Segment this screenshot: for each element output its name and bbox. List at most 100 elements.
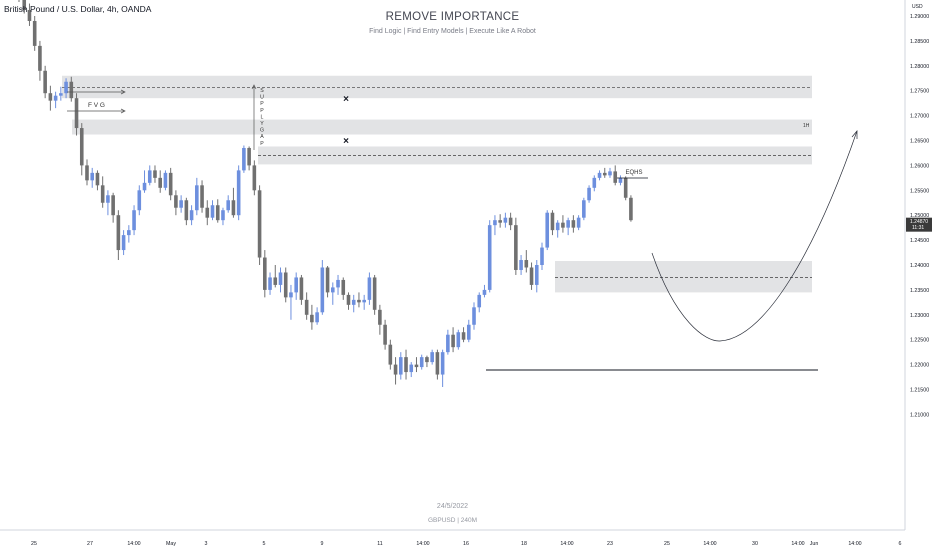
candle-body xyxy=(142,182,147,191)
candle-body xyxy=(53,95,58,101)
price-tick-label: 1.22500 xyxy=(910,338,929,344)
candle-body xyxy=(163,172,168,188)
candle-body xyxy=(519,260,523,270)
candle-body xyxy=(257,190,262,258)
candle-body xyxy=(48,93,53,101)
candle-body xyxy=(116,215,121,251)
candle-body xyxy=(613,171,618,183)
candle-body xyxy=(514,225,518,270)
candle-body xyxy=(477,294,482,308)
candle-body xyxy=(195,185,199,211)
candle-body xyxy=(236,170,241,216)
time-tick-label: 14:00 xyxy=(416,541,429,547)
candle-body xyxy=(69,81,74,99)
price-tick-label: 1.27500 xyxy=(910,89,929,95)
h1-zone xyxy=(72,119,812,135)
time-tick-label: 14:00 xyxy=(703,541,716,547)
price-tick-label: 1.25500 xyxy=(910,188,929,194)
h1-label: 1H xyxy=(803,123,810,129)
candle-body xyxy=(127,230,131,236)
candle-body xyxy=(205,207,210,218)
supply-zone-top xyxy=(62,75,812,99)
last-price-countdown: 11:31 xyxy=(912,225,924,231)
candle-body xyxy=(168,172,173,196)
candle-body xyxy=(336,279,340,288)
candle-body xyxy=(331,287,335,293)
candle-body xyxy=(346,294,351,305)
candle-body xyxy=(74,98,79,129)
eqhs-label: EQHS xyxy=(625,170,642,176)
arrow-head-icon xyxy=(120,89,126,95)
currency-label: USD xyxy=(912,4,923,10)
time-tick-label: 18 xyxy=(521,541,527,547)
candle-body xyxy=(64,81,68,94)
time-tick-label: 3 xyxy=(205,541,208,547)
watermark-date: 24/5/2022 xyxy=(436,503,469,510)
candle-body xyxy=(566,220,570,228)
candle-body xyxy=(111,195,115,216)
candle-body xyxy=(200,185,204,208)
time-tick-label: 5 xyxy=(263,541,266,547)
time-tick-label: 25 xyxy=(664,541,670,547)
supply-gap-letter: P xyxy=(260,101,264,107)
candle-body xyxy=(351,299,356,305)
candle-body xyxy=(242,147,246,171)
candle-body xyxy=(372,277,377,310)
supply-gap-letter: A xyxy=(260,134,264,140)
candle-body xyxy=(273,277,278,285)
time-tick-label: 6 xyxy=(899,541,902,547)
price-tick-label: 1.25000 xyxy=(910,213,929,219)
candle-body xyxy=(508,217,513,226)
candle-body xyxy=(487,225,492,290)
time-tick-label: May xyxy=(166,541,176,547)
candle-body xyxy=(283,272,288,298)
time-tick-label: 27 xyxy=(87,541,93,547)
candle-body xyxy=(215,205,220,221)
supply-gap-letter: U xyxy=(260,95,264,101)
candle-body xyxy=(561,222,565,228)
demand-zone xyxy=(555,261,812,293)
candle-body xyxy=(299,277,304,300)
candle-body xyxy=(79,128,84,166)
candle-body xyxy=(341,279,346,295)
candle-body xyxy=(466,324,471,340)
candle-body xyxy=(576,217,581,228)
candle-body xyxy=(550,212,555,231)
supply-gap-letter: S xyxy=(260,88,264,94)
time-tick-label: 14:00 xyxy=(791,541,804,547)
candle-body xyxy=(571,220,576,228)
price-tick-label: 1.26000 xyxy=(910,163,929,169)
chart-subtitle: Find Logic | Find Entry Models | Execute… xyxy=(369,28,536,35)
candle-body xyxy=(540,247,544,265)
candle-body xyxy=(456,332,461,348)
price-tick-label: 1.23500 xyxy=(910,288,929,294)
candle-body xyxy=(100,185,105,203)
candle-body xyxy=(226,200,230,211)
candle-body xyxy=(95,172,100,186)
time-tick-label: 14:00 xyxy=(127,541,140,547)
price-tick-label: 1.24500 xyxy=(910,238,929,244)
candle-body xyxy=(147,170,152,183)
candle-body xyxy=(357,299,361,303)
time-tick-label: 14:00 xyxy=(560,541,573,547)
candle-body xyxy=(278,272,283,285)
price-tick-label: 1.28000 xyxy=(910,64,929,70)
candle-body xyxy=(27,10,32,21)
time-tick-label: 30 xyxy=(752,541,758,547)
candle-body xyxy=(582,200,586,218)
candle-body xyxy=(184,200,189,221)
candle-body xyxy=(425,357,429,363)
candle-body xyxy=(440,352,445,375)
candle-body xyxy=(404,357,408,373)
candle-body xyxy=(189,210,194,221)
candle-body xyxy=(179,200,183,208)
candle-body xyxy=(174,195,178,208)
projection-path xyxy=(651,130,858,342)
candle-body xyxy=(383,324,387,345)
candle-body xyxy=(419,357,424,368)
price-tick-label: 1.21000 xyxy=(910,412,929,418)
candle-body xyxy=(430,352,434,363)
candle-body xyxy=(393,364,398,375)
